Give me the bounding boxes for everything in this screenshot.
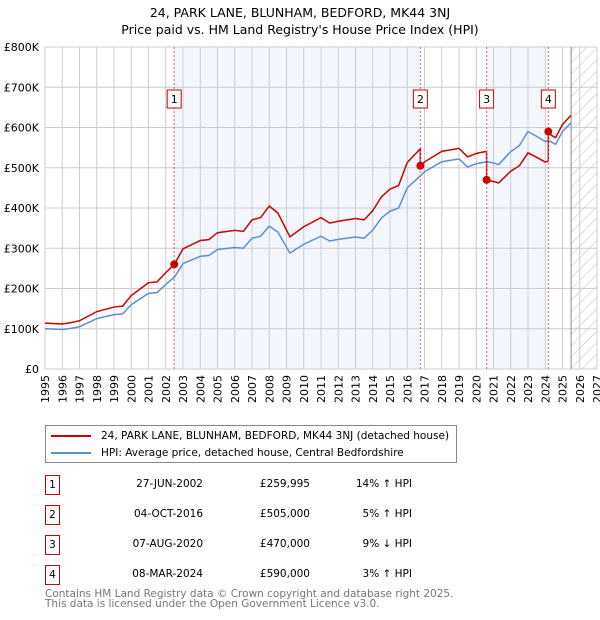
x-tick-label: 2025 <box>557 375 570 403</box>
x-tick-label: 2020 <box>470 375 483 403</box>
sale-price: £590,000 <box>259 568 310 580</box>
sale-point-1 <box>170 260 179 269</box>
sale-hpi-diff: 3% ↑ HPI <box>362 568 412 580</box>
y-tick-label: £300K <box>4 242 40 255</box>
sale-date: 07-AUG-2020 <box>132 538 203 550</box>
y-tick-label: £400K <box>4 202 40 215</box>
sale-label-box <box>540 89 556 109</box>
legend-red-line <box>51 435 91 437</box>
x-tick-label: 2000 <box>125 375 138 403</box>
sale-number: 1 <box>45 475 60 495</box>
sale-number: 4 <box>45 565 60 585</box>
x-tick-label: 1995 <box>39 375 52 403</box>
x-tick-label: 2006 <box>229 375 242 403</box>
x-tick-label: 2014 <box>367 375 380 403</box>
chart-subtitle: Price paid vs. HM Land Registry's House … <box>121 22 479 37</box>
x-tick-label: 1999 <box>108 375 121 403</box>
x-tick-label: 2019 <box>453 375 466 403</box>
legend-blue-line <box>51 452 91 454</box>
x-tick-label: 2002 <box>160 375 173 403</box>
y-tick-label: £600K <box>4 122 40 135</box>
x-tick-label: 2012 <box>332 375 345 403</box>
sale-hpi-diff: 14% ↑ HPI <box>355 478 412 490</box>
y-tick-label: £500K <box>4 162 40 175</box>
y-tick-label: £800K <box>4 41 40 54</box>
sale-hpi-diff: 9% ↓ HPI <box>362 538 412 550</box>
legend-property: 24, PARK LANE, BLUNHAM, BEDFORD, MK44 3N… <box>101 430 450 442</box>
sale-label-box <box>479 89 495 109</box>
sale-date: 04-OCT-2016 <box>134 508 203 520</box>
sale-hpi-diff: 5% ↑ HPI <box>362 508 412 520</box>
sale-label-3: 3 <box>483 93 490 106</box>
x-tick-label: 2018 <box>436 375 449 403</box>
x-tick-label: 1998 <box>91 375 104 403</box>
sale-price: £505,000 <box>259 508 310 520</box>
sale-label-box <box>166 89 182 109</box>
x-tick-label: 2005 <box>212 375 225 403</box>
y-tick-label: £100K <box>4 323 40 336</box>
sale-number: 2 <box>45 505 60 525</box>
sale-label-box <box>412 89 428 109</box>
sale-price: £470,000 <box>259 538 310 550</box>
legend-hpi: HPI: Average price, detached house, Cent… <box>101 447 404 459</box>
x-tick-label: 2010 <box>298 375 311 403</box>
hpi-line <box>44 122 572 331</box>
y-tick-label: £700K <box>4 81 40 94</box>
x-tick-label: 2021 <box>488 375 501 403</box>
sale-label-1: 1 <box>171 93 178 106</box>
x-tick-label: 1996 <box>56 375 69 403</box>
x-tick-label: 2004 <box>194 375 207 403</box>
plot-area: £0 £100K £200K £300K £400K £500K £600K £700K £80… <box>4 41 600 403</box>
x-tick-label: 2003 <box>177 375 190 403</box>
sale-number: 3 <box>45 535 60 555</box>
x-tick-label: 2013 <box>350 375 363 403</box>
y-tick-label: £200K <box>4 283 40 296</box>
sale-date: 08-MAR-2024 <box>132 568 203 580</box>
x-tick-label: 2001 <box>143 375 156 403</box>
sale-date: 27-JUN-2002 <box>136 478 203 490</box>
x-tick-label: 2022 <box>505 375 518 403</box>
x-tick-label: 2016 <box>401 375 414 403</box>
x-tick-label: 2008 <box>263 375 276 403</box>
x-tick-label: 2027 <box>591 375 600 403</box>
sale-point-2 <box>416 161 425 170</box>
sale-label-2: 2 <box>417 93 424 106</box>
x-tick-label: 2023 <box>522 375 535 403</box>
x-tick-label: 2011 <box>315 375 328 403</box>
footer: Contains HM Land Registry data © Crown c… <box>45 588 454 610</box>
footer-line2: This data is licensed under the Open Gov… <box>45 598 380 610</box>
x-tick-label: 2024 <box>539 375 552 403</box>
legend: 24, PARK LANE, BLUNHAM, BEDFORD, MK44 3N… <box>45 425 457 463</box>
sale-label-4: 4 <box>545 93 552 106</box>
x-tick-label: 2009 <box>281 375 294 403</box>
sale-point-4 <box>544 127 553 136</box>
y-tick-label: £0 <box>25 363 39 376</box>
x-tick-label: 2007 <box>246 375 259 403</box>
x-tick-label: 2015 <box>384 375 397 403</box>
x-tick-label: 1997 <box>74 375 87 403</box>
x-tick-label: 2026 <box>574 375 587 403</box>
x-tick-label: 2017 <box>419 375 432 403</box>
sale-price: £259,995 <box>259 478 310 490</box>
chart-title: 24, PARK LANE, BLUNHAM, BEDFORD, MK44 3N… <box>149 5 451 20</box>
sale-point-3 <box>482 175 491 184</box>
footer-line1: Contains HM Land Registry data © Crown c… <box>45 588 454 600</box>
property-price-line <box>44 114 572 325</box>
